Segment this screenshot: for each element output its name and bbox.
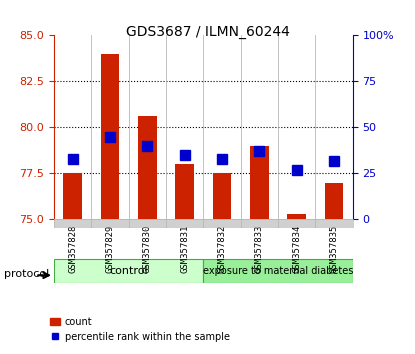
Bar [63, 173, 82, 219]
Text: GSM357834: GSM357834 [292, 224, 301, 273]
Bar [101, 54, 120, 219]
Text: GDS3687 / ILMN_60244: GDS3687 / ILMN_60244 [126, 25, 289, 39]
Text: GSM357831: GSM357831 [180, 224, 189, 273]
Text: GSM357833: GSM357833 [255, 224, 264, 273]
Text: GSM357835: GSM357835 [330, 224, 339, 273]
Text: GSM357832: GSM357832 [217, 224, 227, 273]
Text: exposure to maternal diabetes: exposure to maternal diabetes [203, 266, 353, 276]
Text: control: control [109, 266, 148, 276]
Bar [325, 183, 344, 219]
Bar [250, 146, 269, 219]
Text: GSM357830: GSM357830 [143, 224, 152, 273]
Bar [213, 173, 232, 219]
Bar [54, 259, 203, 283]
Text: protocol: protocol [4, 269, 49, 279]
Bar [138, 116, 157, 219]
Bar [287, 214, 306, 219]
Bar [176, 164, 194, 219]
Legend: count, percentile rank within the sample: count, percentile rank within the sample [46, 313, 234, 346]
Bar [203, 259, 353, 283]
Text: GSM357829: GSM357829 [105, 224, 115, 273]
Text: GSM357828: GSM357828 [68, 224, 77, 273]
